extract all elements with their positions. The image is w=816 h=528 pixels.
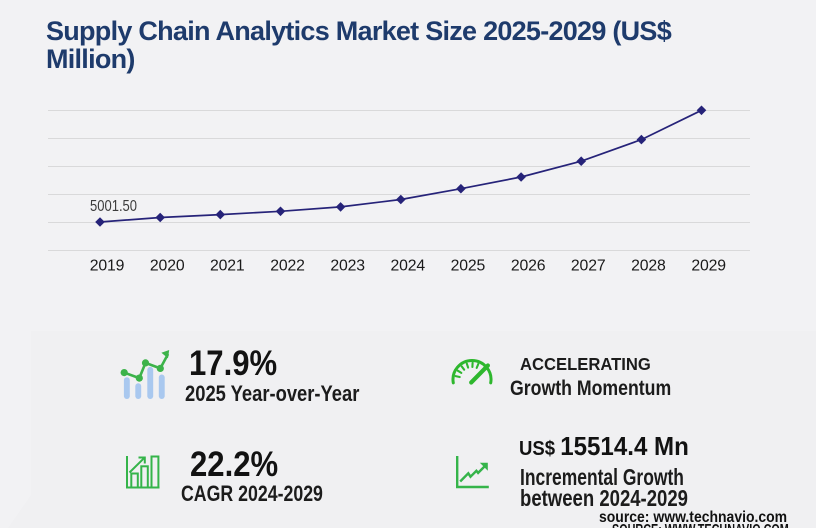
svg-text:2026: 2026 <box>511 257 546 274</box>
svg-text:2024: 2024 <box>391 257 426 274</box>
svg-text:2029: 2029 <box>691 257 726 274</box>
svg-text:2023: 2023 <box>330 257 365 274</box>
svg-text:2028: 2028 <box>631 257 666 274</box>
svg-text:2025: 2025 <box>451 257 486 274</box>
svg-text:2019: 2019 <box>90 257 125 274</box>
svg-text:2022: 2022 <box>270 257 305 274</box>
svg-text:2021: 2021 <box>210 257 245 274</box>
svg-text:2020: 2020 <box>150 257 185 274</box>
svg-text:2027: 2027 <box>571 257 606 274</box>
